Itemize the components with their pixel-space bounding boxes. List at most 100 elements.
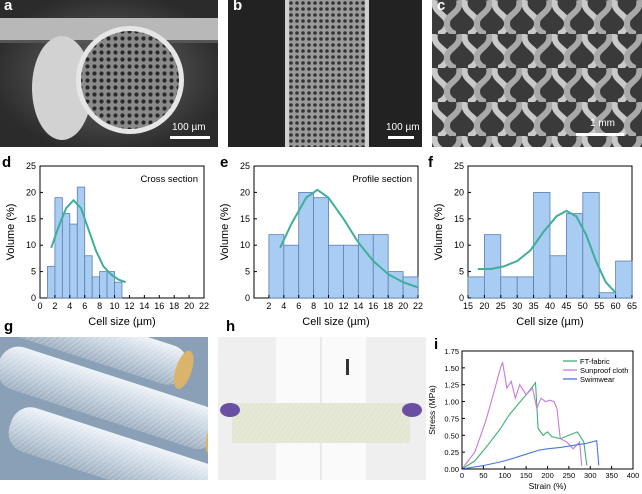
histogram-bar: [313, 197, 329, 299]
x-tick-label: 14: [139, 301, 149, 311]
sem-cross-section-image: [0, 0, 218, 147]
sem-knit-image: [432, 0, 642, 147]
histogram-bar: [76, 186, 86, 299]
y-tick-label: 5: [245, 267, 250, 277]
y-tick-label: 1.75: [444, 347, 459, 356]
x-tick-label: 12: [338, 301, 348, 311]
x-tick-label: 6: [296, 301, 301, 311]
histogram-bar: [47, 265, 56, 299]
legend-label: Sunproof cloth: [580, 366, 628, 375]
panel-label-f: f: [428, 154, 433, 171]
y-tick-label: 25: [240, 161, 250, 171]
x-tick-label: 30: [512, 301, 522, 311]
chart-annotation: Cross section: [140, 174, 198, 185]
fit-curve: [477, 209, 617, 294]
x-tick-label: 60: [611, 301, 621, 311]
histogram-bar: [533, 192, 551, 299]
histogram-profile-section: 2 4 6 8 10 12 14 16 18 20 22 0 5 10 15 20 25 Cell size (µ…: [219, 161, 423, 328]
x-tick-label: 10: [324, 301, 334, 311]
x-tick-label: 8: [311, 301, 316, 311]
panel-label-e: e: [220, 154, 229, 171]
x-axis-label: Cell size (µm): [302, 316, 369, 328]
histogram-bar: [500, 276, 518, 299]
x-tick-label: 8: [97, 301, 102, 311]
x-tick-label: 2: [266, 301, 271, 311]
y-tick-label: 0.50: [444, 431, 459, 440]
x-tick-label: 20: [479, 301, 489, 311]
histogram-bar: [516, 276, 534, 299]
series-line-3: [461, 440, 600, 470]
x-tick-label: 0: [460, 471, 464, 480]
histogram-bar: [615, 260, 633, 299]
chart-annotation: Profile section: [352, 174, 412, 185]
x-tick-label: 20: [398, 301, 408, 311]
y-tick-label: 0.25: [444, 448, 459, 457]
x-tick-label: 4: [281, 301, 286, 311]
histogram-bar: [549, 255, 567, 299]
panel-label-d: d: [2, 154, 12, 171]
histogram-bar: [402, 276, 419, 299]
scale-label-c: 1 mm: [590, 118, 615, 129]
y-tick-label: 20: [240, 187, 250, 197]
x-tick-label: 55: [594, 301, 604, 311]
x-tick-label: 250: [563, 471, 576, 480]
fit-curve: [50, 198, 127, 284]
histogram-bar: [91, 276, 101, 299]
x-axis-label: Cell size (µm): [516, 316, 583, 328]
y-tick-label: 5: [31, 267, 36, 277]
histogram-bar: [69, 223, 78, 299]
x-tick-label: 15: [463, 301, 473, 311]
histogram-bar: [565, 213, 584, 299]
x-axis-label: Cell size (µm): [88, 316, 155, 328]
x-tick-label: 18: [169, 301, 179, 311]
scale-bar-a: [170, 136, 210, 139]
histogram-bar: [598, 292, 616, 299]
histogram-bar: [114, 281, 123, 299]
series-line-1: [461, 381, 588, 470]
panel-label-a: a: [4, 0, 13, 14]
x-tick-label: 10: [110, 301, 120, 311]
scale-bar-b: [388, 136, 414, 139]
y-tick-label: 0: [31, 293, 36, 303]
x-tick-label: 22: [199, 301, 209, 311]
fabric-sheet-photo: [218, 337, 426, 480]
series-line-2: [461, 360, 583, 470]
y-tick-label: 5: [459, 267, 464, 277]
x-tick-label: 400: [627, 471, 640, 480]
panel-label-c: c: [437, 0, 446, 14]
histogram-bar: [84, 255, 93, 299]
y-tick-label: 15: [454, 214, 464, 224]
y-tick-label: 1.00: [444, 398, 459, 407]
histogram-bar: [484, 234, 502, 299]
y-axis-label: Stress (MPa): [428, 385, 437, 435]
x-tick-label: 16: [154, 301, 164, 311]
x-tick-label: 50: [578, 301, 588, 311]
y-tick-label: 0.75: [444, 414, 459, 423]
y-tick-label: 10: [454, 240, 464, 250]
x-tick-label: 14: [353, 301, 363, 311]
y-tick-label: 0: [459, 293, 464, 303]
y-tick-label: 15: [240, 214, 250, 224]
x-tick-label: 18: [383, 301, 393, 311]
panel-label-h: h: [226, 318, 236, 335]
x-tick-label: 6: [82, 301, 87, 311]
panel-label-b: b: [233, 0, 243, 14]
scale-label-b: 100 µm: [386, 122, 420, 133]
x-tick-label: 150: [520, 471, 533, 480]
sem-profile-image: [228, 0, 422, 147]
y-tick-label: 15: [26, 214, 36, 224]
x-tick-label: 350: [605, 471, 618, 480]
x-tick-label: 50: [479, 471, 487, 480]
histogram-bar: [61, 213, 71, 299]
histogram-bar: [54, 197, 63, 299]
x-tick-label: 300: [584, 471, 597, 480]
fit-curve: [279, 188, 419, 289]
y-tick-label: 1.25: [444, 381, 459, 390]
histogram-bar: [328, 244, 344, 299]
y-tick-label: 25: [454, 161, 464, 171]
y-tick-label: 0: [245, 293, 250, 303]
x-tick-label: 100: [498, 471, 511, 480]
x-axis-label: Strain (%): [529, 481, 567, 491]
y-axis-label: Volume (%): [433, 204, 445, 261]
